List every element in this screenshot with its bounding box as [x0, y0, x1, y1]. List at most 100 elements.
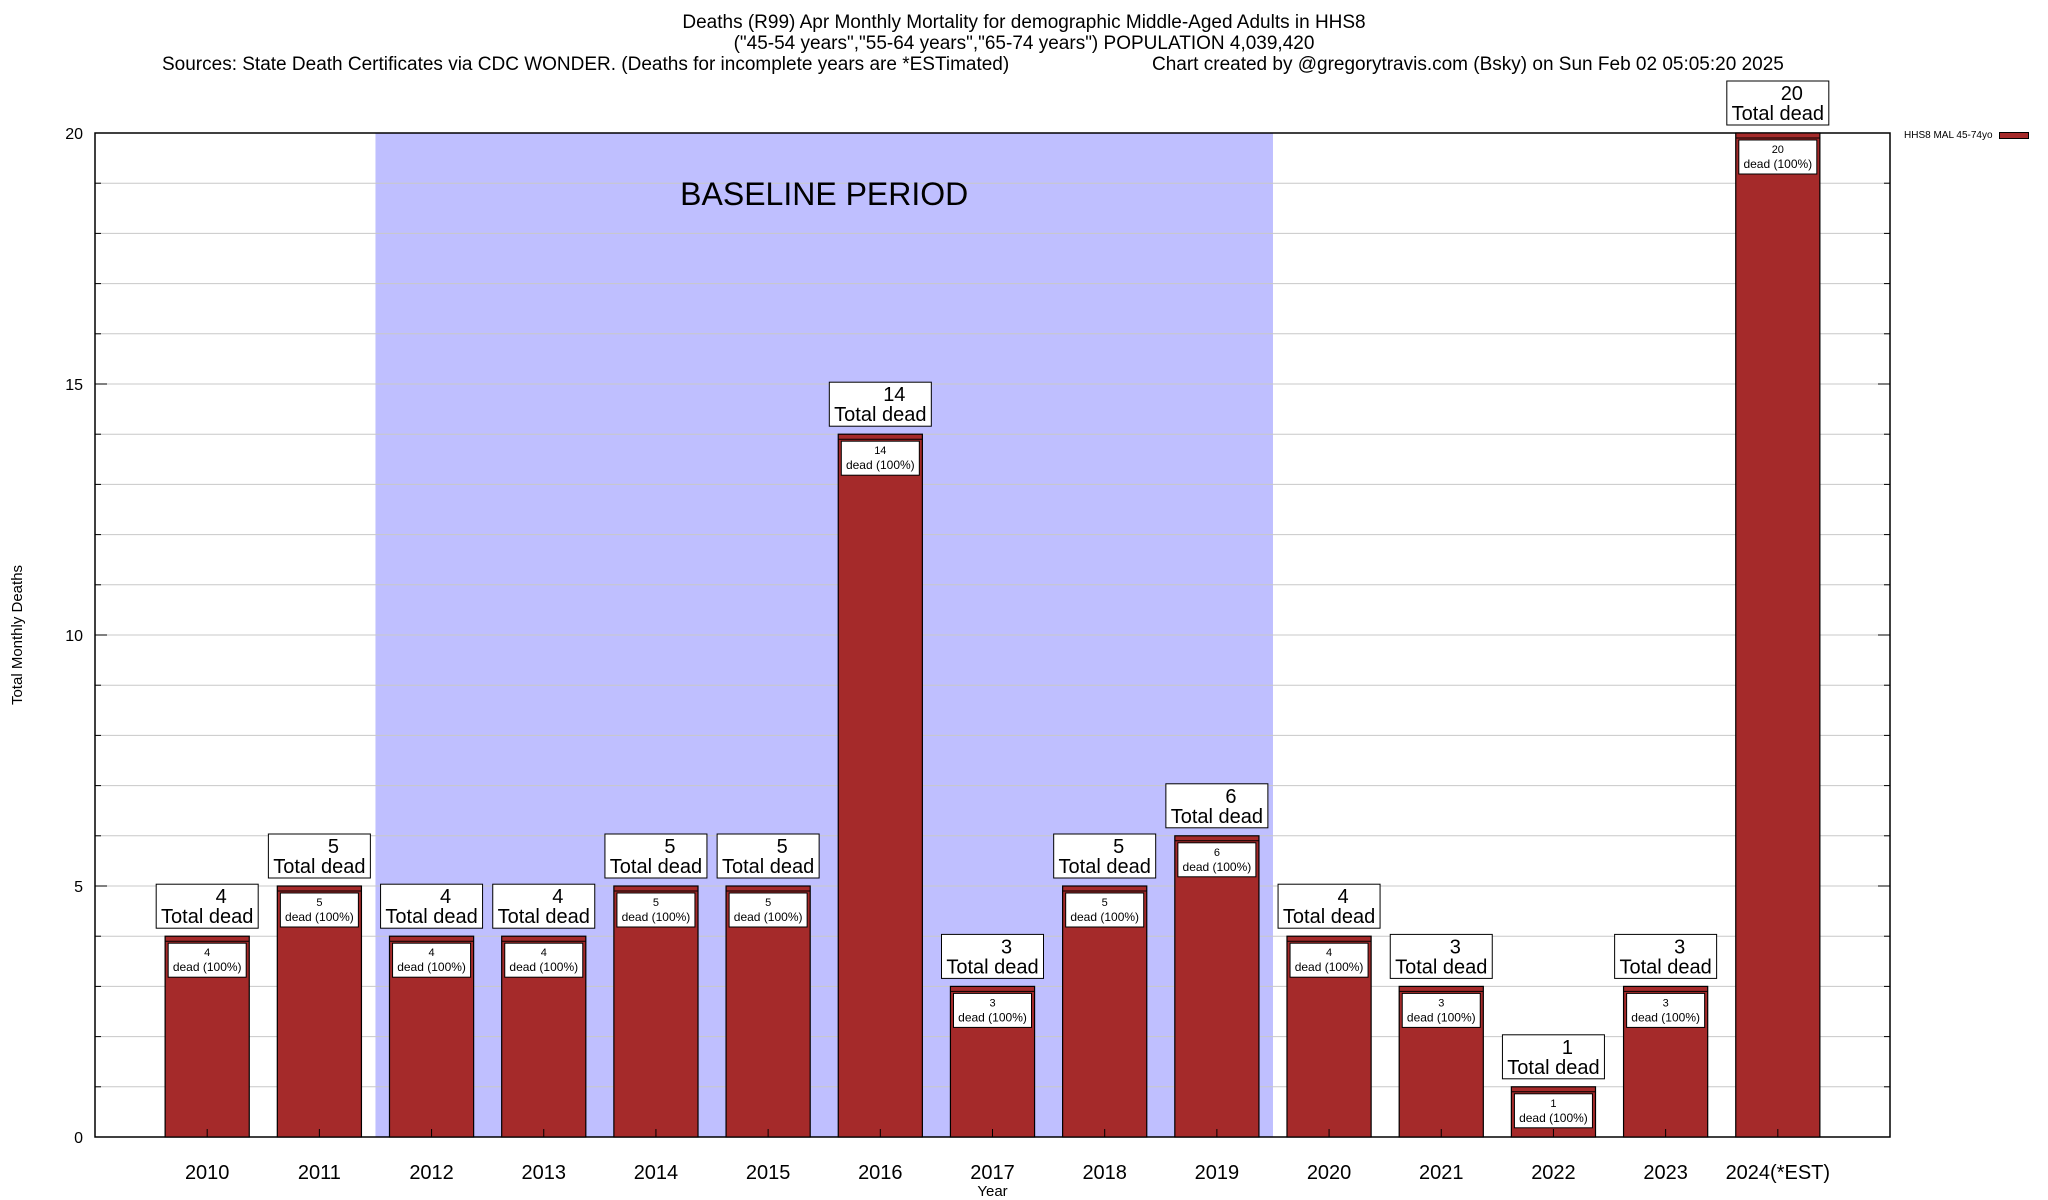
total-label-box	[1165, 783, 1269, 829]
x-tick-label: 2010	[185, 1162, 230, 1184]
x-tick-label: 2019	[1195, 1162, 1240, 1184]
total-label-value: 4	[440, 886, 451, 908]
inner-label-text: dead (100%)	[1631, 1010, 1700, 1024]
total-label-text: Total dead	[610, 856, 702, 878]
total-label-text: Total dead	[161, 906, 253, 928]
y-tick-label: 10	[65, 628, 83, 645]
inner-label-box	[1513, 1093, 1593, 1129]
x-tick-label: 2021	[1419, 1162, 1464, 1184]
total-label-value: 6	[1225, 786, 1236, 808]
baseline-label: BASELINE PERIOD	[680, 176, 968, 212]
x-tick-label: 2015	[746, 1162, 791, 1184]
y-tick-label: 20	[65, 126, 83, 143]
x-tick-label: 2013	[522, 1162, 567, 1184]
inner-label-value: 4	[204, 947, 210, 959]
total-label-box	[380, 883, 484, 929]
credit-text: Chart created by @gregorytravis.com (Bsk…	[1152, 54, 1784, 75]
total-label-text: Total dead	[834, 404, 926, 426]
total-label-text: Total dead	[498, 906, 590, 928]
total-label-box	[1726, 80, 1830, 126]
total-label-value: 4	[1338, 886, 1349, 908]
inner-label-box	[504, 942, 584, 978]
inner-label-text: dead (100%)	[1743, 157, 1812, 171]
total-label-text: Total dead	[1171, 806, 1263, 828]
total-label-box	[492, 883, 596, 929]
x-tick-label: 2016	[858, 1162, 903, 1184]
total-label-text: Total dead	[1395, 956, 1487, 978]
total-label-value: 4	[552, 886, 563, 908]
inner-label-text: dead (100%)	[1183, 860, 1252, 874]
inner-label-box	[1401, 992, 1481, 1028]
inner-label-value: 3	[1663, 997, 1669, 1009]
x-tick-label: 2018	[1082, 1162, 1127, 1184]
total-label-box	[1277, 883, 1381, 929]
title-line-2: ("45-54 years","55-64 years","65-74 year…	[733, 33, 1315, 54]
inner-label-box	[1626, 992, 1706, 1028]
inner-label-text: dead (100%)	[622, 910, 691, 924]
y-axis-label: Total Monthly Deaths	[9, 565, 26, 705]
inner-label-value: 5	[316, 897, 322, 909]
inner-label-value: 5	[765, 897, 771, 909]
total-label-text: Total dead	[273, 856, 365, 878]
inner-label-box	[279, 892, 359, 928]
x-tick-label: 2011	[298, 1162, 341, 1184]
inner-label-box	[1065, 892, 1145, 928]
inner-label-value: 4	[541, 947, 547, 959]
y-tick-label: 0	[74, 1130, 83, 1147]
legend-label: HHS8 MAL 45-74yo	[1904, 130, 1993, 141]
total-label-text: Total dead	[946, 956, 1038, 978]
inner-label-value: 1	[1550, 1098, 1556, 1110]
bar	[1062, 885, 1148, 1138]
inner-label-text: dead (100%)	[958, 1010, 1027, 1024]
inner-label-box	[167, 942, 247, 978]
inner-label-value: 6	[1214, 847, 1220, 859]
inner-label-value: 4	[1326, 947, 1332, 959]
title-line-1: Deaths (R99) Apr Monthly Mortality for d…	[682, 12, 1366, 33]
total-label-value: 14	[883, 384, 905, 406]
total-label-value: 3	[1001, 936, 1012, 958]
x-tick-label: 2017	[970, 1162, 1015, 1184]
bar	[1735, 132, 1821, 1138]
total-label-value: 20	[1781, 83, 1803, 105]
y-tick-label: 5	[74, 879, 83, 896]
total-label-value: 5	[328, 836, 339, 858]
total-label-value: 5	[664, 836, 675, 858]
x-tick-label: 2022	[1531, 1162, 1576, 1184]
inner-label-text: dead (100%)	[173, 960, 242, 974]
total-label-text: Total dead	[1283, 906, 1375, 928]
inner-label-value: 14	[874, 445, 886, 457]
inner-label-text: dead (100%)	[1295, 960, 1364, 974]
total-label-box	[604, 833, 708, 879]
total-label-value: 5	[1113, 836, 1124, 858]
total-label-box	[1053, 833, 1157, 879]
inner-label-box	[728, 892, 808, 928]
chart-title: Deaths (R99) Apr Monthly Mortality for d…	[0, 12, 2048, 54]
inner-label-value: 20	[1772, 144, 1784, 156]
inner-label-text: dead (100%)	[1407, 1010, 1476, 1024]
bar	[613, 885, 699, 1138]
inner-label-value: 3	[989, 997, 995, 1009]
bar	[276, 885, 363, 1138]
total-label-text: Total dead	[1059, 856, 1151, 878]
inner-label-box	[1289, 942, 1369, 978]
inner-label-box	[392, 942, 472, 978]
total-label-text: Total dead	[385, 906, 477, 928]
total-label-value: 3	[1674, 936, 1685, 958]
x-axis-label: Year	[977, 1183, 1007, 1200]
inner-label-box	[1738, 139, 1818, 175]
total-label-value: 5	[777, 836, 788, 858]
inner-label-box	[1177, 842, 1257, 878]
total-label-box	[1614, 933, 1718, 979]
total-label-value: 4	[216, 886, 227, 908]
inner-label-text: dead (100%)	[397, 960, 466, 974]
bar	[1174, 835, 1260, 1138]
inner-label-text: dead (100%)	[509, 960, 578, 974]
sources-row: Sources: State Death Certificates via CD…	[0, 54, 2048, 76]
total-label-box	[1501, 1034, 1605, 1080]
total-label-text: Total dead	[1619, 956, 1711, 978]
inner-label-value: 4	[429, 947, 435, 959]
inner-label-text: dead (100%)	[734, 910, 803, 924]
bar	[837, 433, 923, 1138]
inner-label-value: 5	[1102, 897, 1108, 909]
